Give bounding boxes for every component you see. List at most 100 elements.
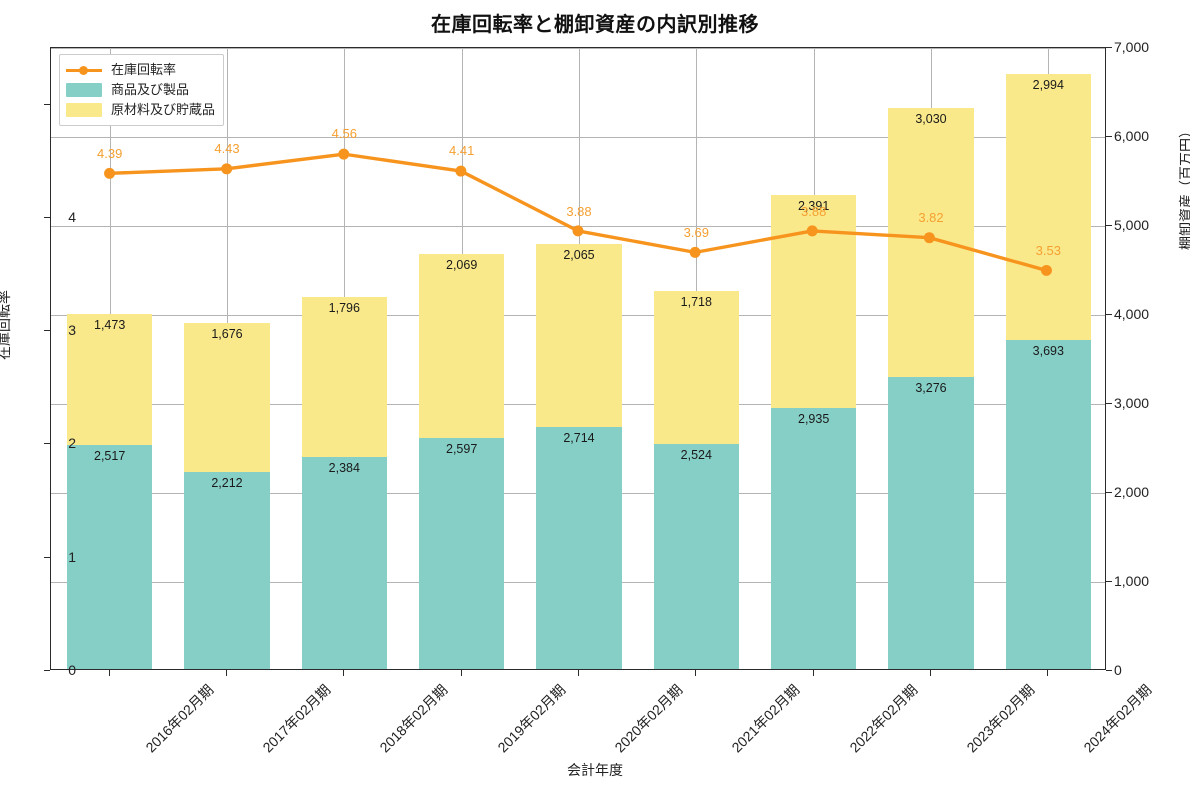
bar-group[interactable]: 2,384 1,796 bbox=[301, 46, 388, 669]
bar-group[interactable]: 3,693 2,994 bbox=[1005, 46, 1092, 669]
bar-value-label-merchandise: 2,524 bbox=[680, 448, 712, 463]
bar-value-label-merchandise: 2,714 bbox=[563, 431, 595, 446]
y-axis-right-tick-mark bbox=[1106, 670, 1112, 671]
bar-value-label-materials: 2,994 bbox=[1032, 77, 1064, 92]
legend-item-ratio[interactable]: 在庫回転率 bbox=[66, 60, 215, 80]
y-axis-left-tick-label: 4 bbox=[68, 208, 76, 225]
x-axis-tick-mark bbox=[930, 670, 931, 676]
line-value-label: 3.82 bbox=[918, 210, 944, 226]
bar-segment-merchandise[interactable] bbox=[1005, 340, 1092, 669]
y-axis-left-tick-mark bbox=[44, 330, 50, 332]
x-axis-tick-mark bbox=[460, 670, 462, 676]
bar-segment-merchandise[interactable] bbox=[418, 437, 505, 669]
bar-segment-merchandise[interactable] bbox=[536, 427, 622, 669]
line-data-point[interactable] bbox=[455, 165, 467, 177]
y-axis-left-tick-mark bbox=[44, 216, 50, 218]
bar-group[interactable]: 2,524 1,718 bbox=[653, 46, 740, 669]
bar-value-label-materials: 2,391 bbox=[798, 198, 830, 213]
line-data-point[interactable] bbox=[806, 225, 818, 237]
bar-segment-materials[interactable] bbox=[1005, 73, 1092, 341]
chart-legend: 在庫回転率 商品及び製品 原材料及び貯蔵品 bbox=[59, 54, 225, 126]
bar-segment-merchandise[interactable] bbox=[184, 472, 270, 669]
bar-value-label-materials: 1,718 bbox=[680, 295, 712, 310]
line-marker-icon bbox=[66, 63, 102, 77]
swatch-materials-icon bbox=[66, 103, 102, 117]
y-axis-left-tick-mark bbox=[44, 556, 50, 558]
bar-value-label-merchandise: 2,597 bbox=[446, 441, 478, 456]
bar-value-label-merchandise: 2,384 bbox=[328, 460, 360, 475]
x-axis-tick-label: 2018年02月期 bbox=[376, 681, 451, 756]
line-data-point[interactable] bbox=[689, 246, 701, 258]
bar-value-label-materials: 3,030 bbox=[915, 111, 947, 126]
bar-segment-materials[interactable] bbox=[418, 253, 505, 438]
plot-area: 2,517 1,473 2,212 1,676 2,384 1,796 2,597 2,069… bbox=[50, 47, 1106, 670]
bar-value-label-merchandise: 3,276 bbox=[915, 381, 947, 396]
x-axis-tick-mark bbox=[695, 670, 697, 676]
y-axis-right-tick-mark bbox=[1106, 47, 1112, 48]
legend-label-merchandise: 商品及び製品 bbox=[111, 81, 190, 97]
line-value-label: 3.53 bbox=[1035, 243, 1061, 259]
bar-segment-materials[interactable] bbox=[66, 313, 153, 445]
y-axis-right-tick-label: 5,000 bbox=[1114, 217, 1150, 233]
x-axis-tick-mark bbox=[812, 670, 814, 676]
swatch-merchandise-icon bbox=[66, 83, 102, 97]
y-axis-left-tick-label: 1 bbox=[68, 548, 76, 565]
legend-item-merchandise[interactable]: 商品及び製品 bbox=[66, 80, 215, 100]
bar-value-label-merchandise: 2,212 bbox=[211, 476, 243, 491]
bar-group[interactable]: 3,276 3,030 bbox=[888, 46, 974, 669]
x-axis-tick-mark bbox=[108, 670, 110, 676]
y-axis-left-tick-label: 3 bbox=[68, 322, 76, 339]
y-axis-right-tick-label: 6,000 bbox=[1114, 128, 1150, 144]
bar-segment-materials[interactable] bbox=[536, 243, 622, 428]
bar-segment-materials[interactable] bbox=[301, 296, 388, 457]
line-value-label: 3.88 bbox=[801, 203, 827, 219]
line-value-label: 4.41 bbox=[449, 143, 475, 159]
x-axis-tick-mark bbox=[343, 670, 345, 676]
bar-group[interactable]: 2,714 2,065 bbox=[536, 46, 622, 669]
y-axis-right-tick-mark bbox=[1106, 581, 1112, 582]
y-axis-left-tick-mark bbox=[44, 103, 50, 105]
line-value-label: 3.88 bbox=[566, 203, 592, 219]
x-axis-tick-label: 2022年02月期 bbox=[846, 681, 921, 756]
x-axis-tick-label: 2019年02月期 bbox=[494, 681, 569, 756]
bar-group[interactable]: 2,517 1,473 bbox=[66, 46, 153, 669]
bar-segment-materials[interactable] bbox=[653, 291, 740, 445]
bar-segment-merchandise[interactable] bbox=[770, 407, 857, 669]
bar-value-label-merchandise: 2,935 bbox=[798, 411, 830, 426]
bar-segment-merchandise[interactable] bbox=[888, 377, 974, 669]
bar-value-label-materials: 1,676 bbox=[211, 326, 243, 341]
y-axis-right-tick-mark bbox=[1106, 492, 1112, 493]
bar-value-label-merchandise: 3,693 bbox=[1032, 344, 1064, 359]
line-value-label: 4.56 bbox=[331, 126, 357, 142]
y-axis-right-tick-mark bbox=[1106, 314, 1112, 315]
bar-series-layer: 2,517 1,473 2,212 1,676 2,384 1,796 2,597 2,069… bbox=[51, 48, 1105, 669]
x-axis-tick-label: 2016年02月期 bbox=[142, 681, 217, 756]
bar-segment-merchandise[interactable] bbox=[66, 445, 153, 669]
bar-segment-merchandise[interactable] bbox=[653, 444, 740, 669]
y-axis-right-tick-label: 2,000 bbox=[1114, 484, 1150, 500]
legend-item-materials[interactable]: 原材料及び貯蔵品 bbox=[66, 100, 215, 120]
line-value-label: 4.43 bbox=[214, 141, 240, 157]
x-axis-tick-mark bbox=[578, 670, 579, 676]
line-series-layer: 4.39 4.43 4.56 4.41 3.88 3.69 3.88 3.82 3.53 bbox=[51, 48, 1105, 669]
bar-value-label-materials: 1,473 bbox=[94, 317, 126, 332]
bar-group[interactable]: 2,212 1,676 bbox=[184, 46, 270, 669]
y-axis-right-tick-label: 0 bbox=[1114, 662, 1122, 678]
y-axis-right-label: 棚卸資産（百万円） bbox=[1178, 124, 1190, 250]
bar-group[interactable]: 2,597 2,069 bbox=[418, 46, 505, 669]
gridline-horizontal bbox=[51, 137, 1105, 138]
line-path-svg bbox=[104, 148, 1052, 276]
line-data-point[interactable] bbox=[572, 225, 584, 237]
line-data-point[interactable] bbox=[338, 148, 350, 160]
line-data-point[interactable] bbox=[1040, 264, 1052, 276]
line-value-label: 4.39 bbox=[97, 145, 123, 161]
y-axis-right-tick-label: 1,000 bbox=[1114, 573, 1150, 589]
bar-segment-merchandise[interactable] bbox=[301, 456, 388, 669]
x-axis-tick-label: 2023年02月期 bbox=[963, 681, 1038, 756]
line-data-point[interactable] bbox=[221, 163, 233, 175]
line-data-point[interactable] bbox=[923, 232, 935, 244]
line-data-point[interactable] bbox=[104, 167, 116, 179]
x-axis-tick-label: 2021年02月期 bbox=[728, 681, 803, 756]
bar-segment-materials[interactable] bbox=[184, 322, 270, 473]
